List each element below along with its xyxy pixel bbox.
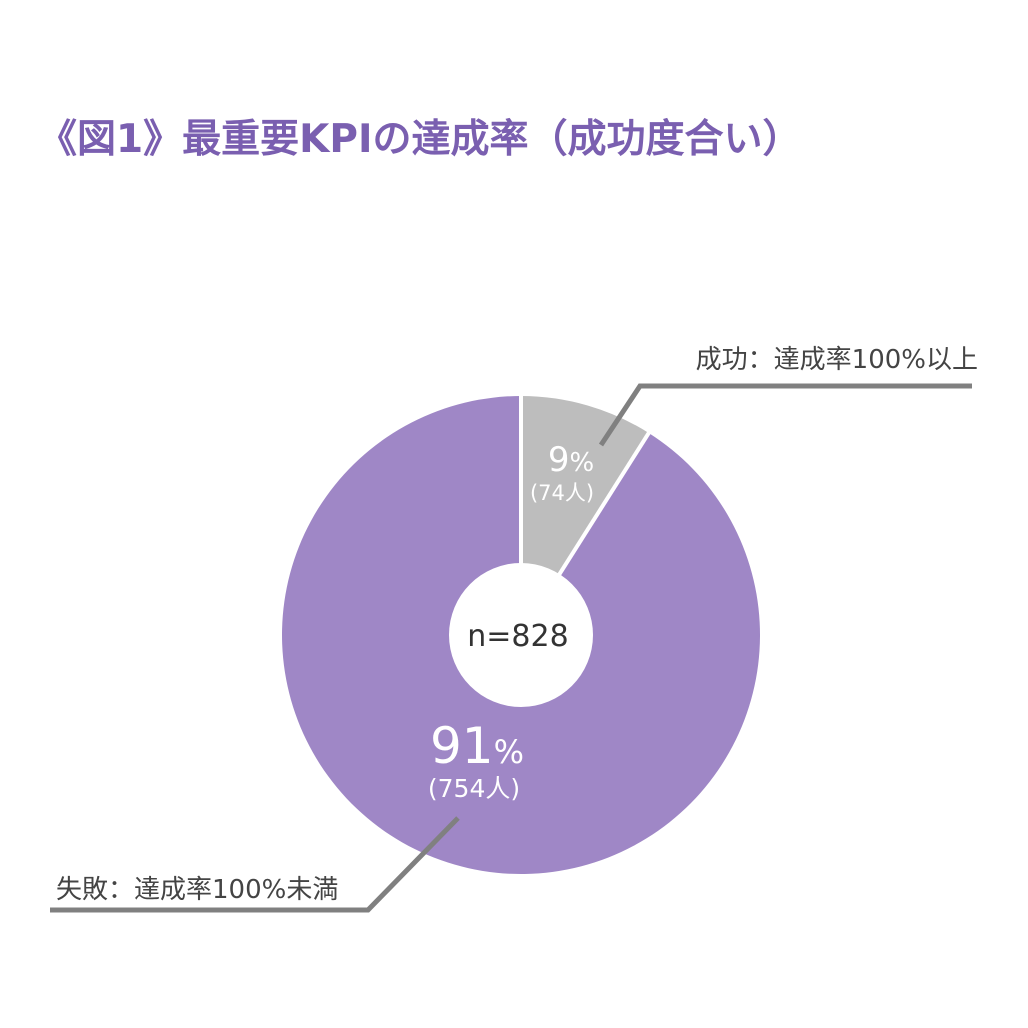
donut-hole [449,563,593,707]
failure-legend-label: 失敗：達成率100%未満 [56,875,338,905]
success-leader-line [598,383,972,447]
failure-count-label: (754人) [428,774,520,803]
success-count-label: (74人) [530,481,594,505]
success-legend-label: 成功：達成率100%以上 [696,345,978,375]
failure-percent-label: 91% [430,717,524,775]
success-percent-label: 9% [548,440,594,480]
sample-size-label: n=828 [467,619,568,654]
failure-leader-line [50,816,460,913]
chart-title: 《図1》最重要KPIの達成率（成功度合い） [38,117,802,162]
